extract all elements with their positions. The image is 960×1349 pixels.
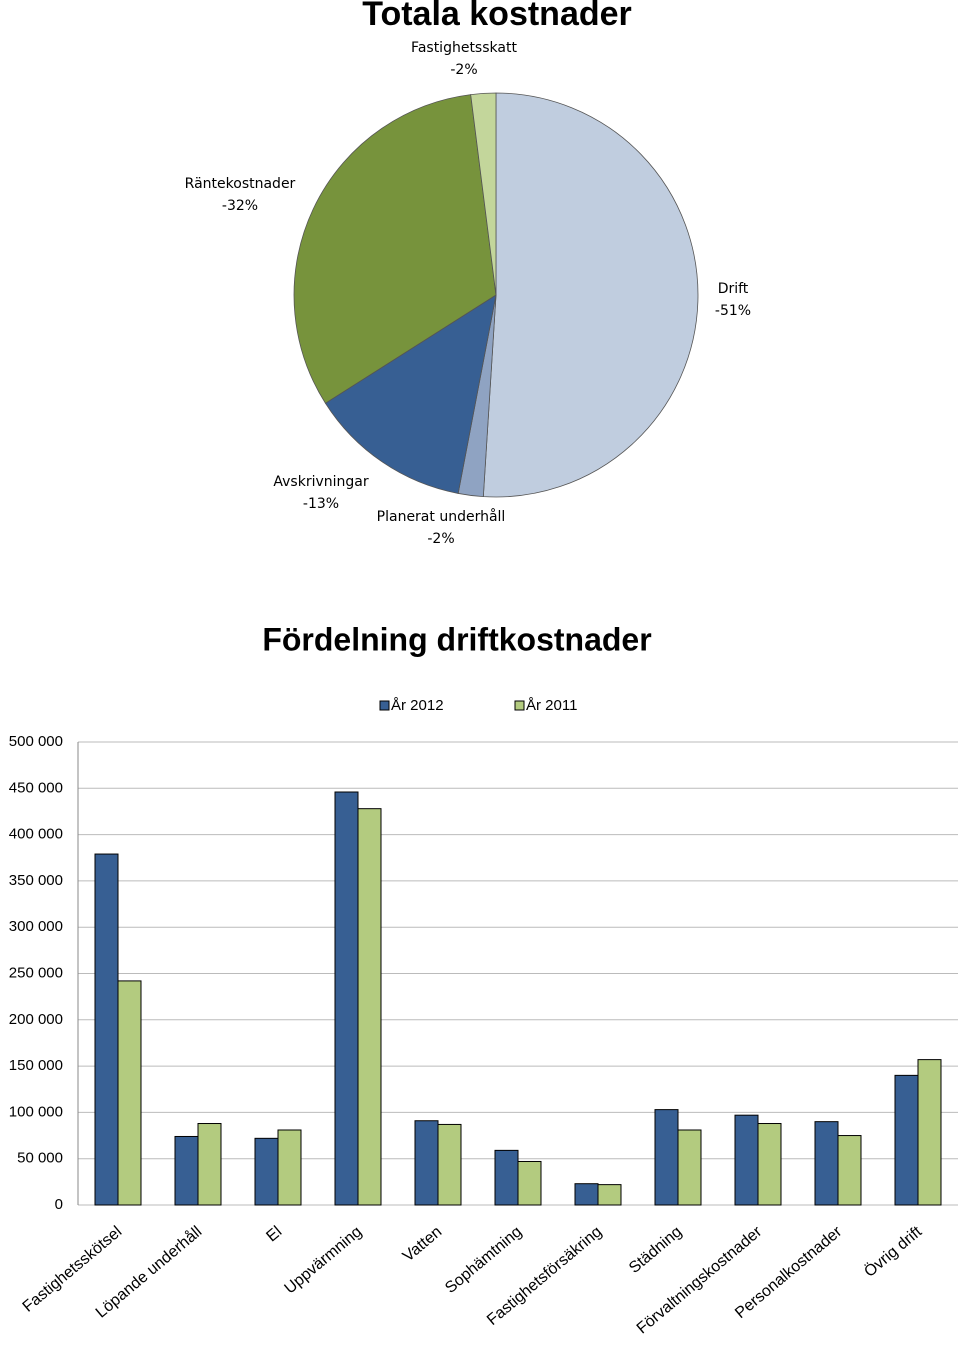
y-tick-label: 500 000 — [9, 733, 63, 750]
bar — [814, 1121, 839, 1206]
bar — [437, 1123, 462, 1206]
bar — [117, 980, 142, 1206]
bar — [197, 1123, 222, 1206]
x-tick-label: Övrig drift — [861, 1222, 926, 1281]
bar — [94, 853, 119, 1206]
y-tick-label: 200 000 — [9, 1011, 63, 1028]
pie-slice — [470, 92, 497, 296]
pie-slice — [324, 294, 497, 494]
bar — [677, 1129, 702, 1206]
y-tick-label: 150 000 — [9, 1057, 63, 1074]
bar — [654, 1109, 679, 1206]
bar — [837, 1135, 862, 1206]
pie-slice — [293, 94, 497, 404]
bar — [757, 1123, 782, 1206]
pie-slice — [482, 92, 699, 498]
bar — [414, 1120, 439, 1206]
slice-label: Räntekostnader — [185, 176, 296, 192]
slice-label: Fastighetsskatt — [411, 40, 517, 56]
bar — [734, 1114, 759, 1206]
y-tick-label: 350 000 — [9, 872, 63, 889]
bar — [597, 1184, 622, 1206]
slice-label: Drift — [718, 281, 749, 297]
x-tick-label: El — [263, 1223, 285, 1245]
pie-title: Totala kostnader — [362, 0, 632, 33]
slice-label: Planerat underhåll — [377, 508, 506, 525]
x-tick-label: Vatten — [400, 1223, 445, 1265]
bar — [334, 791, 359, 1206]
y-tick-label: 0 — [55, 1196, 63, 1213]
legend-swatch — [514, 700, 525, 711]
slice-value: -32% — [222, 198, 258, 214]
bar — [277, 1129, 302, 1206]
slice-value: -2% — [450, 62, 477, 78]
x-tick-label: Uppvärmning — [281, 1223, 365, 1297]
x-tick-label: Sophämtning — [442, 1223, 525, 1297]
bar — [917, 1059, 942, 1206]
bar-title: Fördelning driftkostnader — [262, 621, 651, 657]
bar — [494, 1149, 519, 1206]
bar — [357, 808, 382, 1206]
bar — [574, 1183, 599, 1206]
y-tick-label: 250 000 — [9, 964, 63, 981]
y-tick-label: 300 000 — [9, 918, 63, 935]
slice-value: -51% — [715, 303, 751, 319]
bar — [254, 1137, 279, 1206]
legend-label: År 2011 — [526, 697, 577, 714]
legend-label: År 2012 — [391, 697, 444, 714]
x-tick-label: Städning — [626, 1223, 685, 1277]
slice-value: -2% — [427, 531, 454, 547]
slice-label: Avskrivningar — [273, 474, 368, 490]
y-tick-label: 100 000 — [9, 1103, 63, 1120]
bar — [517, 1160, 542, 1206]
legend-swatch — [379, 700, 390, 711]
y-tick-label: 400 000 — [9, 826, 63, 843]
bar — [894, 1074, 919, 1206]
y-tick-label: 50 000 — [17, 1150, 63, 1167]
bar — [174, 1135, 199, 1206]
y-tick-label: 450 000 — [9, 779, 63, 796]
slice-value: -13% — [303, 496, 339, 512]
